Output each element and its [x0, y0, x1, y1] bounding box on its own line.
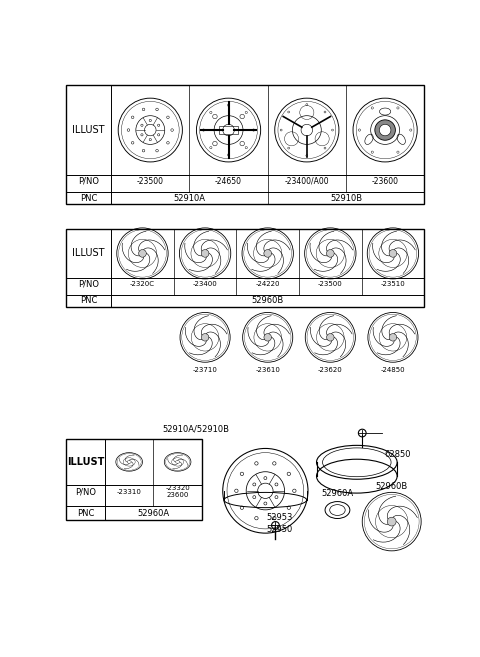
Text: PNC: PNC	[80, 296, 97, 306]
Text: ILLUST: ILLUST	[72, 248, 105, 258]
Bar	[66, 85, 424, 204]
Ellipse shape	[264, 250, 272, 258]
Text: P/NO: P/NO	[75, 487, 96, 496]
Ellipse shape	[375, 120, 396, 140]
Text: 52953: 52953	[266, 513, 292, 522]
Ellipse shape	[139, 250, 146, 258]
Text: 52910A/52910B: 52910A/52910B	[162, 424, 229, 434]
Text: -23610: -23610	[255, 367, 280, 373]
Text: 52960B: 52960B	[252, 296, 284, 306]
Ellipse shape	[326, 250, 334, 258]
Ellipse shape	[359, 429, 366, 437]
Text: -24220: -24220	[255, 281, 280, 287]
Text: 52910B: 52910B	[330, 194, 362, 203]
Ellipse shape	[201, 334, 209, 341]
Ellipse shape	[387, 517, 396, 526]
Ellipse shape	[389, 334, 396, 341]
Text: -23500: -23500	[137, 177, 164, 186]
Text: -23400: -23400	[192, 281, 217, 287]
Text: P/NO: P/NO	[78, 177, 99, 186]
Text: 52960A: 52960A	[137, 509, 169, 518]
Text: -24850: -24850	[381, 367, 405, 373]
Text: 52910A: 52910A	[173, 194, 205, 203]
Text: -23500: -23500	[318, 281, 343, 287]
Text: 52950: 52950	[266, 525, 292, 533]
Bar	[219, 126, 238, 134]
Text: -23620: -23620	[318, 367, 343, 373]
Ellipse shape	[379, 124, 391, 136]
Text: 62850: 62850	[384, 450, 410, 459]
Text: -2320C: -2320C	[130, 281, 155, 287]
Text: 52960B: 52960B	[375, 482, 408, 491]
Text: -23710: -23710	[192, 367, 217, 373]
Text: -23600: -23600	[372, 177, 398, 186]
Bar	[66, 229, 424, 307]
Text: PNC: PNC	[80, 194, 97, 203]
Ellipse shape	[264, 334, 272, 341]
Text: -23320
23600: -23320 23600	[165, 485, 190, 498]
Text: -23510: -23510	[381, 281, 405, 287]
Ellipse shape	[389, 250, 397, 258]
Text: PNC: PNC	[77, 509, 94, 518]
Bar	[66, 439, 202, 520]
Text: -23400/A00: -23400/A00	[285, 177, 329, 186]
Text: P/NO: P/NO	[78, 279, 99, 288]
Ellipse shape	[201, 250, 209, 258]
Text: 52960A: 52960A	[322, 489, 353, 497]
Text: ILLUST: ILLUST	[67, 457, 104, 467]
Text: -23310: -23310	[117, 489, 142, 495]
Text: ILLUST: ILLUST	[72, 125, 105, 135]
Ellipse shape	[326, 334, 334, 341]
Text: -24650: -24650	[215, 177, 242, 186]
